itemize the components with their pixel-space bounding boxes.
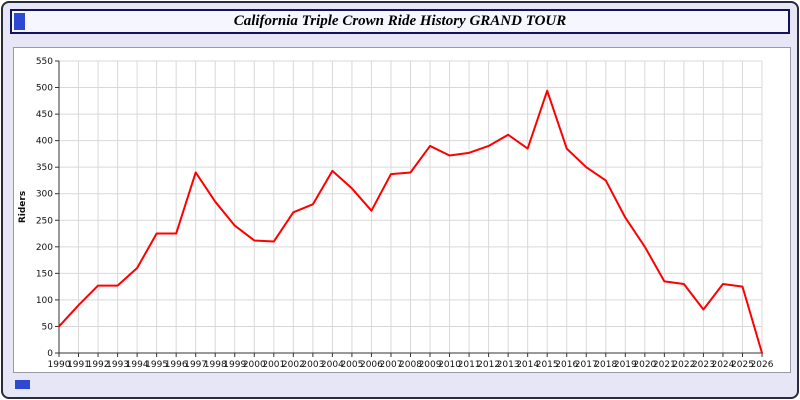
svg-text:2002: 2002 [282,360,305,370]
svg-text:2023: 2023 [692,360,715,370]
page-title: California Triple Crown Ride History GRA… [233,13,567,29]
svg-text:1991: 1991 [67,360,90,370]
svg-text:2021: 2021 [653,360,676,370]
svg-text:2007: 2007 [380,360,403,370]
title-bar: California Triple Crown Ride History GRA… [10,9,790,34]
svg-text:550: 550 [36,57,53,67]
svg-text:1992: 1992 [87,360,110,370]
svg-text:1993: 1993 [106,360,129,370]
svg-text:2016: 2016 [555,360,578,370]
bottom-left-blue-marker [15,380,30,389]
svg-text:100: 100 [36,296,53,306]
chart-panel: 0 50 100 150 200 250 300 350 400 450 500 550 1990 199… [13,47,791,373]
svg-text:500: 500 [36,84,53,94]
svg-text:2010: 2010 [438,360,461,370]
svg-text:1999: 1999 [223,360,246,370]
svg-text:1997: 1997 [184,360,207,370]
svg-text:50: 50 [42,322,54,332]
svg-text:2008: 2008 [399,360,422,370]
svg-text:Riders: Riders [18,191,28,223]
svg-text:1998: 1998 [204,360,227,370]
svg-text:350: 350 [36,163,53,173]
svg-text:1990: 1990 [48,360,71,370]
svg-text:300: 300 [36,190,53,200]
svg-text:2003: 2003 [301,360,324,370]
svg-text:2024: 2024 [711,360,734,370]
svg-text:2022: 2022 [672,360,695,370]
svg-text:2014: 2014 [516,360,539,370]
svg-text:2009: 2009 [419,360,442,370]
svg-text:2015: 2015 [536,360,559,370]
svg-text:150: 150 [36,269,53,279]
svg-text:0: 0 [47,349,53,359]
ride-history-line-chart: 0501001502002503003504004505005501990199… [18,57,774,370]
svg-text:1994: 1994 [126,360,149,370]
svg-text:200: 200 [36,243,53,253]
svg-text:2019: 2019 [614,360,637,370]
svg-text:1995: 1995 [145,360,168,370]
svg-text:2000: 2000 [243,360,266,370]
svg-text:2017: 2017 [575,360,598,370]
svg-text:2006: 2006 [360,360,383,370]
svg-text:2026: 2026 [751,360,774,370]
svg-text:2025: 2025 [731,360,754,370]
svg-text:2020: 2020 [633,360,656,370]
svg-text:250: 250 [36,216,53,226]
svg-text:2004: 2004 [321,360,344,370]
svg-text:2001: 2001 [262,360,285,370]
svg-text:2018: 2018 [594,360,617,370]
svg-text:400: 400 [36,137,53,147]
svg-text:1996: 1996 [165,360,188,370]
blue-square-icon [14,13,25,30]
svg-text:2013: 2013 [497,360,520,370]
svg-text:450: 450 [36,110,53,120]
svg-text:2005: 2005 [340,360,363,370]
svg-text:2012: 2012 [477,360,500,370]
svg-text:2011: 2011 [458,360,481,370]
